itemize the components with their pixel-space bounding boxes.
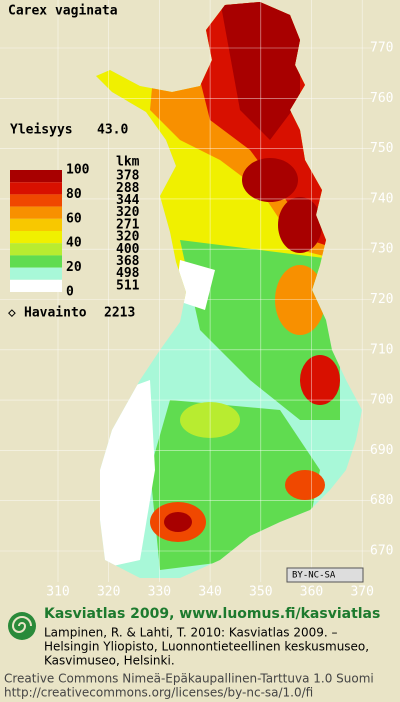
legend-swatch <box>10 182 62 195</box>
legend-swatch <box>10 194 62 207</box>
legend-swatch <box>10 218 62 231</box>
x-grid-label: 360 <box>300 585 323 600</box>
y-grid-label: 730 <box>370 242 393 257</box>
y-grid-label: 720 <box>370 292 393 307</box>
y-grid-label: 770 <box>370 41 393 56</box>
legend-scale-label: 60 <box>66 211 82 226</box>
legend-count-header: lkm <box>116 155 140 170</box>
y-grid-label: 750 <box>370 141 393 156</box>
legend-swatch <box>10 279 62 292</box>
legend-count: 320 <box>116 205 140 220</box>
x-grid-label: 350 <box>249 585 272 600</box>
legend-scale-label: 0 <box>66 285 74 300</box>
citation-line: Lampinen, R. & Lahti, T. 2010: Kasviatla… <box>44 626 338 640</box>
footer-heading: Kasviatlas 2009, www.luomus.fi/kasviatla… <box>44 606 380 622</box>
frequency-value: 43.0 <box>97 123 128 138</box>
legend-scale-label: 80 <box>66 187 82 202</box>
legend-count: 378 <box>116 169 140 184</box>
legend-swatch <box>10 267 62 280</box>
legend-swatch <box>10 243 62 256</box>
legend-swatch <box>10 231 62 244</box>
y-grid-label: 740 <box>370 191 393 206</box>
citation-line: Helsingin Yliopisto, Luonnontieteellinen… <box>44 640 369 654</box>
license-badge <box>286 567 364 583</box>
legend-scale-label: 100 <box>66 163 90 178</box>
x-grid-label: 330 <box>148 585 171 600</box>
legend-count: 288 <box>116 181 140 196</box>
citation-line: Kasvimuseo, Helsinki. <box>44 654 175 668</box>
legend-count: 498 <box>116 266 140 281</box>
legend-count: 344 <box>116 193 140 208</box>
legend-scale-label: 40 <box>66 236 82 251</box>
observation-marker: ◇ <box>8 306 16 321</box>
legend-swatch <box>10 170 62 183</box>
legend: 3782883443202713204003684985111008060402… <box>10 155 140 300</box>
y-grid-label: 710 <box>370 342 393 357</box>
legend-swatch <box>10 206 62 219</box>
legend-count: 368 <box>116 254 140 269</box>
license-line: Creative Commons Nimeä-Epäkaupallinen-Ta… <box>4 672 374 686</box>
logo <box>8 612 36 640</box>
x-grid-label: 370 <box>350 585 373 600</box>
y-grid-label: 670 <box>370 544 393 559</box>
observation-label: Havainto <box>24 306 87 321</box>
species-title: Carex vaginata <box>8 4 118 19</box>
legend-count: 271 <box>116 217 140 232</box>
y-grid-label: 760 <box>370 91 393 106</box>
license-badge-text: BY-NC-SA <box>292 571 336 581</box>
map-area <box>96 2 362 578</box>
frequency-label: Yleisyys <box>10 123 73 138</box>
x-grid-label: 310 <box>46 585 69 600</box>
y-grid-label: 700 <box>370 393 393 408</box>
legend-scale-label: 20 <box>66 260 82 275</box>
legend-count: 511 <box>116 278 140 293</box>
y-grid-label: 690 <box>370 443 393 458</box>
license-line: http://creativecommons.org/licenses/by-n… <box>4 686 313 700</box>
observation-value: 2213 <box>104 306 135 321</box>
legend-count: 320 <box>116 230 140 245</box>
legend-count: 400 <box>116 242 140 257</box>
y-grid-label: 680 <box>370 493 393 508</box>
x-grid-label: 320 <box>97 585 120 600</box>
legend-swatch <box>10 255 62 268</box>
x-grid-label: 340 <box>198 585 221 600</box>
